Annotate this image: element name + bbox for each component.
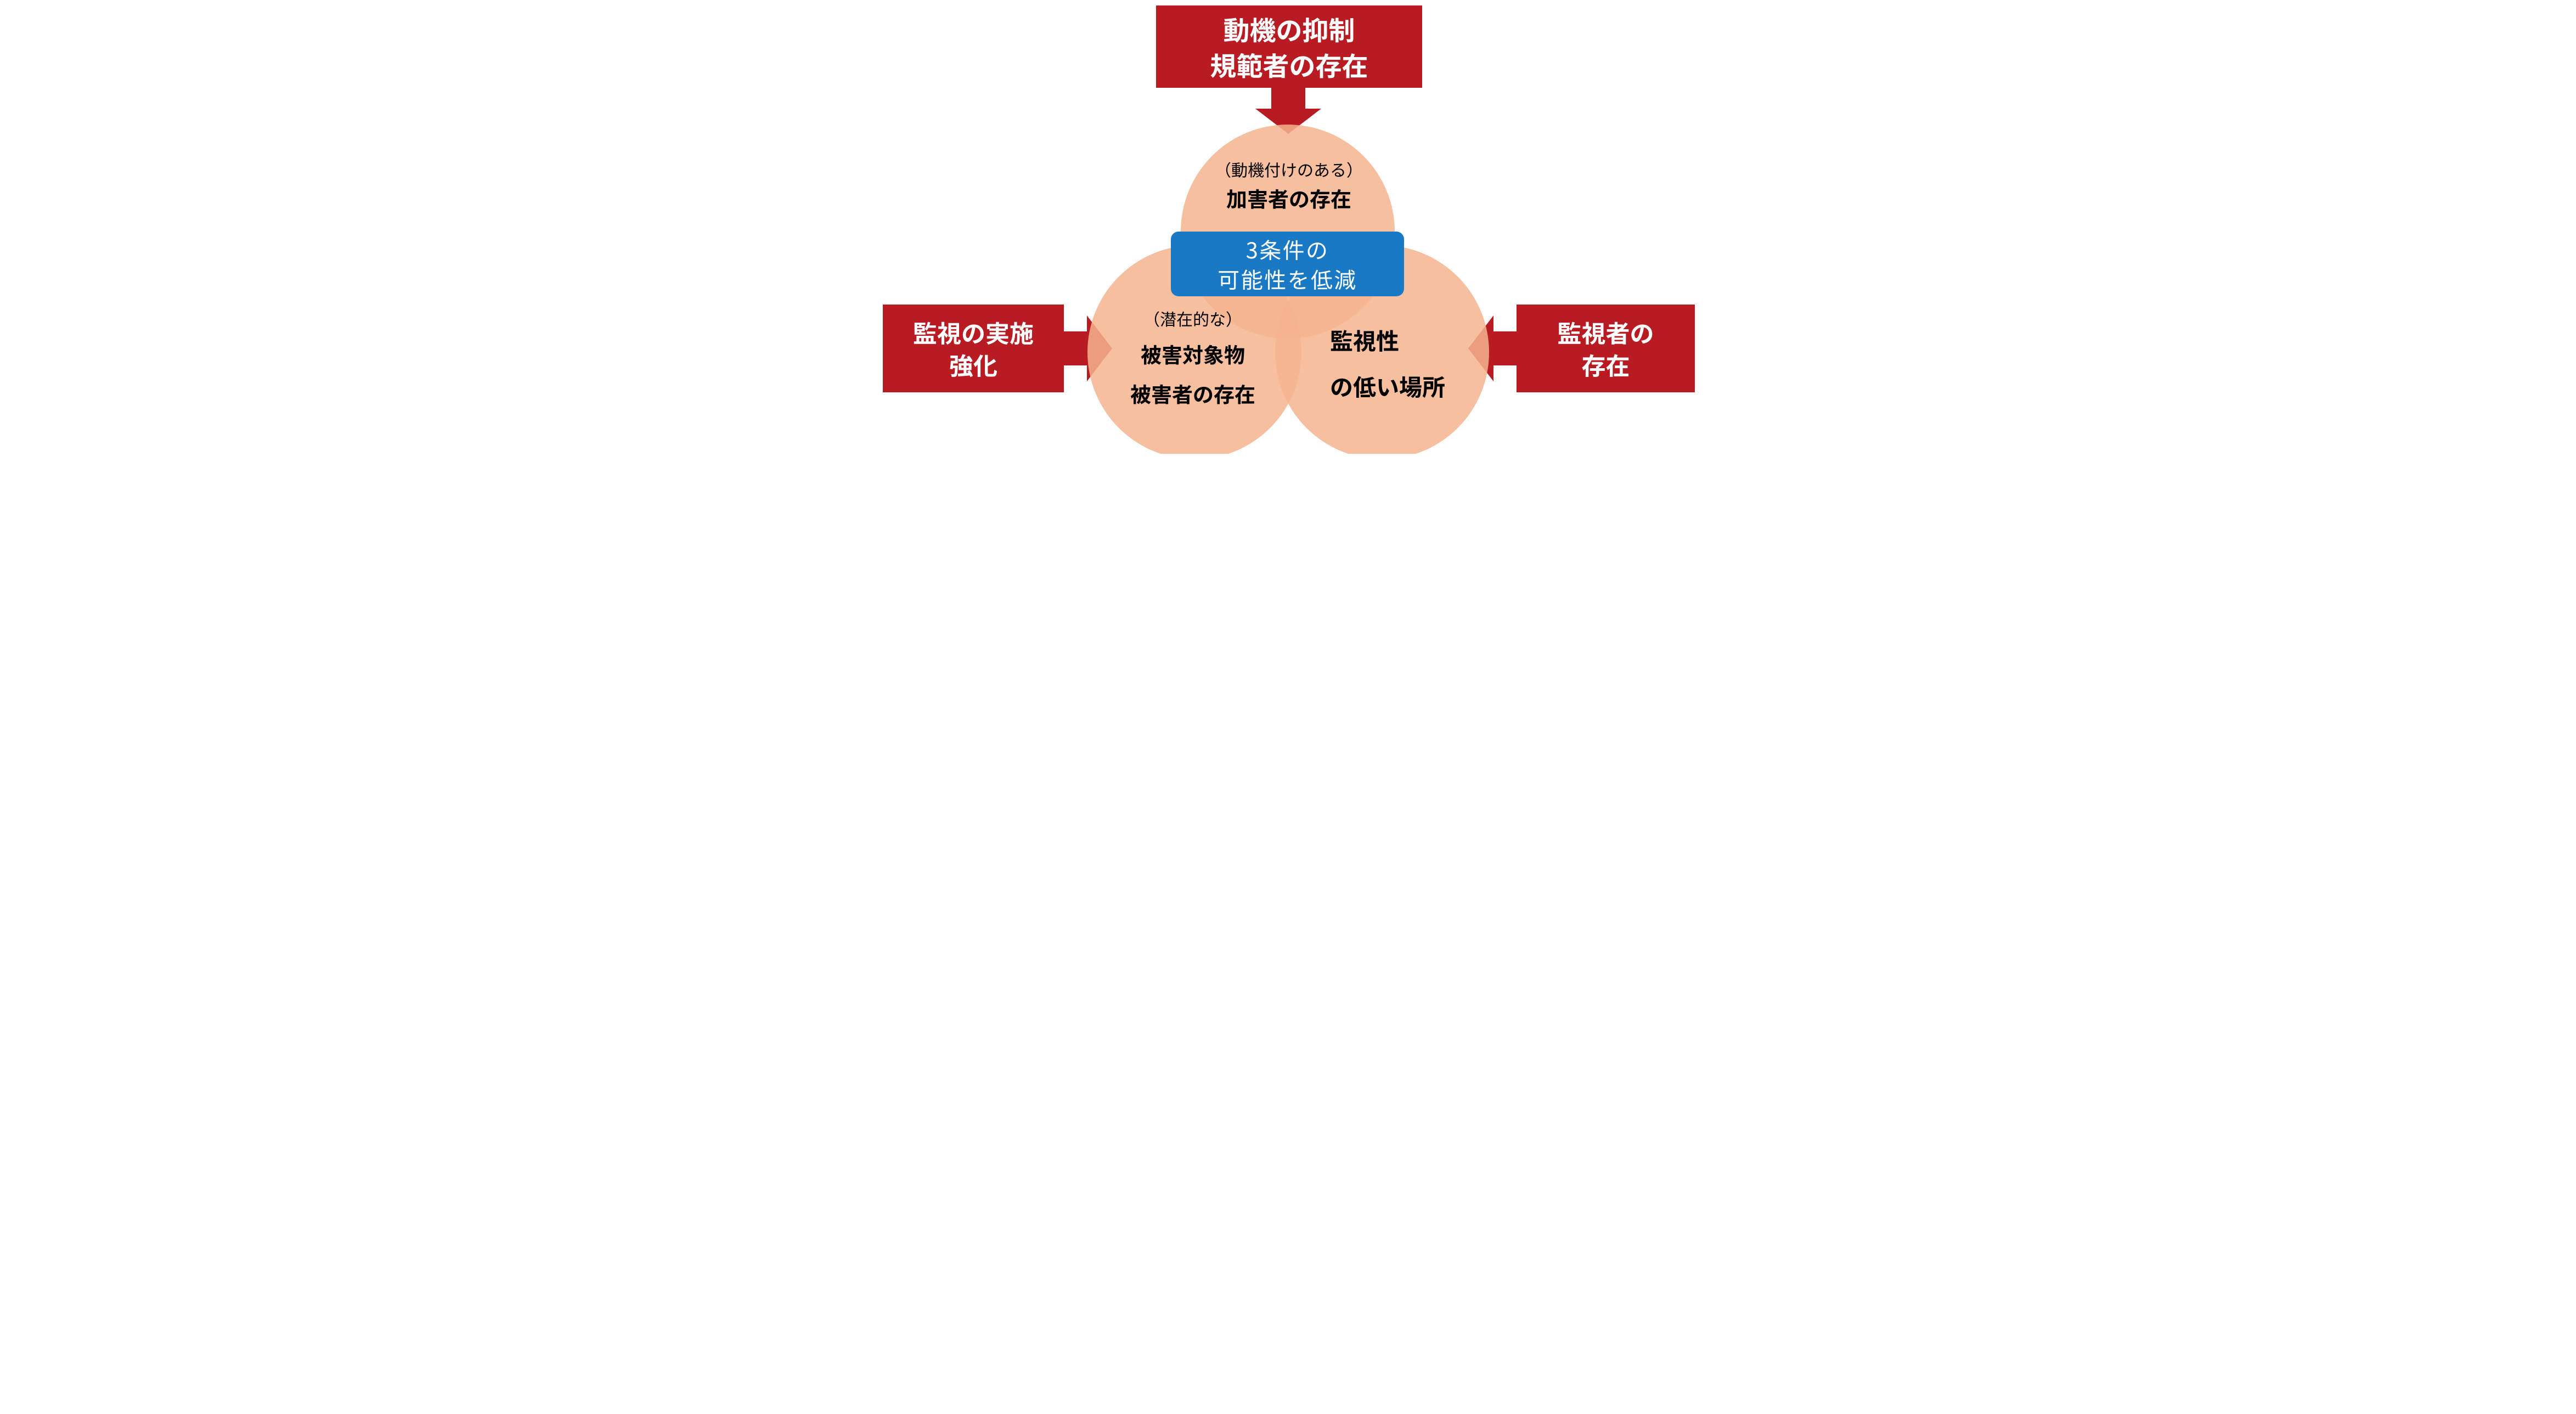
circle-right-label: 監視性 の低い場所 (1319, 317, 1495, 409)
circle-left-paren: （潜在的な） (1143, 306, 1242, 330)
circle-left-line2: 被害者の存在 (1130, 378, 1255, 408)
center-label: 3条件の 可能性を低減 (1171, 232, 1404, 296)
circle-top-paren: （動機付けのある） (1215, 157, 1363, 181)
circle-left-line1: 被害対象物 (1141, 339, 1245, 369)
circle-top-main: 加害者の存在 (1226, 183, 1351, 213)
center-line2: 可能性を低減 (1217, 263, 1357, 295)
diagram-stage: 動機の抑制 規範者の存在 監視の実施 強化 監視者の 存在 （動機付けのある） … (875, 0, 1701, 454)
circle-right-line2: の低い場所 (1330, 369, 1445, 403)
center-line1: 3条件の (1246, 233, 1329, 265)
circle-left-label: （潜在的な） 被害対象物 被害者の存在 (1094, 303, 1292, 413)
circle-right-line1: 監視性 (1330, 323, 1399, 357)
circle-top-label: （動機付けのある） 加害者の存在 (1182, 156, 1396, 214)
